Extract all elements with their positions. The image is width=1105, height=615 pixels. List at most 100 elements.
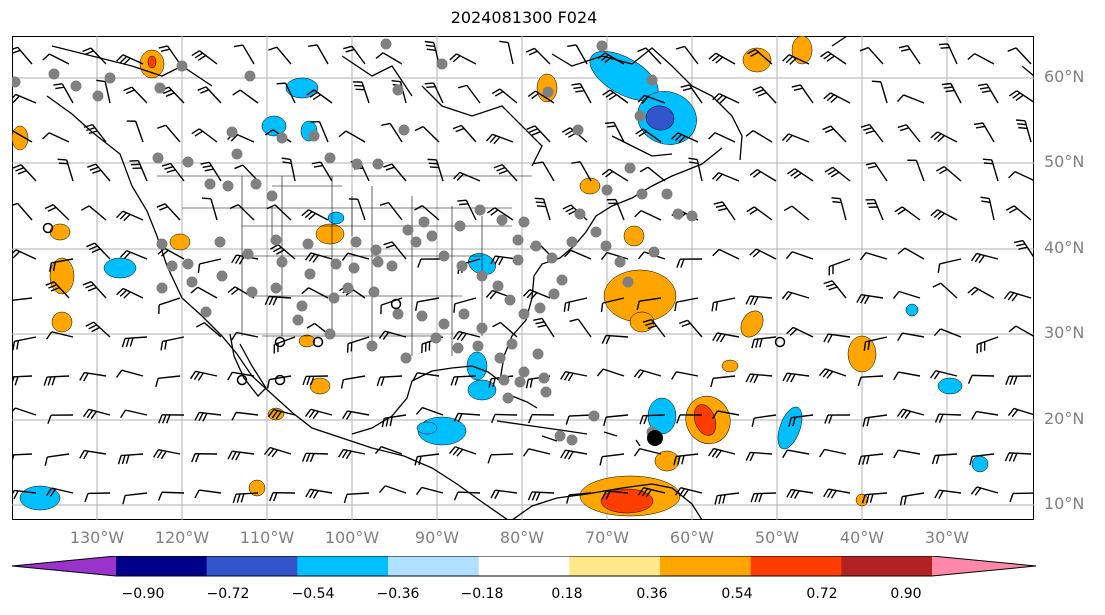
wind-barb	[676, 414, 703, 424]
wind-barb	[859, 252, 888, 261]
wind-barb	[785, 251, 814, 260]
wind-barb	[563, 297, 588, 312]
coastline	[1021, 65, 1034, 77]
colorbar-tick: −0.54	[291, 586, 335, 602]
wind-barb	[42, 132, 70, 143]
observation-ring	[390, 298, 402, 310]
colorbar-segment	[116, 556, 208, 576]
wind-barb	[714, 492, 740, 505]
wind-barb	[45, 281, 70, 299]
wind-barb	[126, 120, 144, 143]
wind-barb	[893, 371, 921, 381]
wind-barb	[415, 297, 440, 311]
colorbar-segment	[478, 556, 570, 576]
observation-dot	[350, 236, 362, 248]
wind-barb	[565, 414, 592, 425]
wind-barb	[1005, 375, 1032, 385]
wind-barb	[82, 47, 107, 65]
wind-barb	[82, 281, 107, 299]
colorbar-tick: −0.36	[376, 586, 420, 602]
observation-dot	[636, 188, 648, 200]
wind-barb	[12, 297, 33, 302]
wind-barb	[1007, 47, 1032, 65]
wind-barb	[490, 489, 518, 499]
wind-barb	[352, 81, 370, 104]
wind-barb	[828, 258, 851, 276]
anomaly-contour	[847, 335, 877, 373]
observation-dot	[351, 158, 363, 170]
lon-label-130w: 130°W	[69, 528, 125, 547]
colorbar-tick: −0.18	[460, 586, 504, 602]
wind-barb	[600, 297, 625, 313]
observation-dot	[348, 262, 360, 274]
wind-barb	[603, 414, 629, 426]
wind-barb	[493, 163, 518, 182]
wind-barb	[635, 128, 662, 143]
wind-barb	[782, 449, 810, 459]
wind-barb	[712, 92, 740, 104]
observation-dot	[452, 342, 464, 354]
wind-barb	[383, 163, 407, 182]
wind-barb	[823, 488, 851, 499]
wind-barb	[569, 318, 592, 338]
wind-barb	[751, 336, 777, 349]
observation-ring	[274, 336, 286, 348]
wind-barb	[708, 52, 736, 65]
wind-barb	[48, 258, 74, 272]
wind-barb	[53, 83, 74, 104]
wind-barb	[12, 489, 37, 500]
wind-barb	[639, 414, 666, 425]
wind-barb	[12, 249, 37, 260]
wind-barb	[892, 290, 921, 300]
observation-dot	[566, 434, 578, 446]
observation-dot	[492, 280, 504, 292]
coastline	[611, 135, 673, 157]
wind-barb	[931, 453, 958, 465]
observation-dot	[494, 352, 506, 364]
wind-barb	[527, 491, 555, 501]
observation-dot	[502, 392, 514, 404]
observation-dot	[614, 256, 626, 268]
wind-barb	[453, 491, 481, 501]
anomaly-contour	[327, 211, 345, 225]
observation-dot	[572, 124, 584, 136]
wind-barb	[157, 247, 185, 260]
observation-dot	[186, 276, 198, 288]
observation-dot	[648, 246, 660, 258]
wind-barb	[129, 160, 148, 182]
storm-center-marker	[647, 430, 663, 446]
wind-barb	[374, 446, 403, 455]
observation-dot	[308, 130, 320, 142]
wind-barb	[712, 248, 740, 260]
observation-dot	[661, 188, 673, 200]
observation-dot	[366, 340, 378, 352]
wind-barb	[567, 44, 588, 65]
colorbar-segments	[12, 556, 1036, 576]
wind-barb	[47, 414, 74, 424]
observation-dot	[686, 210, 698, 222]
wind-barb	[967, 53, 995, 65]
wind-barb	[157, 124, 181, 143]
observation-dot	[456, 260, 468, 272]
wind-barb	[678, 319, 703, 338]
wind-barb	[457, 199, 477, 221]
wind-barb	[674, 297, 699, 312]
observation-dot	[368, 286, 380, 298]
colorbar-segment	[750, 556, 842, 576]
wind-barb	[96, 79, 111, 104]
wind-barb	[857, 375, 884, 386]
wind-barb	[197, 258, 222, 273]
wind-barb	[938, 43, 958, 65]
observation-dot	[476, 270, 488, 282]
wind-barb	[639, 166, 666, 182]
lat-label-50n: 50°N	[1044, 152, 1085, 171]
wind-barb	[933, 328, 962, 338]
wind-barb	[310, 120, 329, 143]
wind-barb	[301, 209, 329, 221]
wind-barb	[675, 45, 699, 65]
wind-barb	[533, 161, 555, 182]
wind-barb	[674, 487, 703, 498]
wind-barb	[158, 45, 181, 65]
observation-dot	[416, 310, 428, 322]
wind-barb	[378, 485, 407, 494]
